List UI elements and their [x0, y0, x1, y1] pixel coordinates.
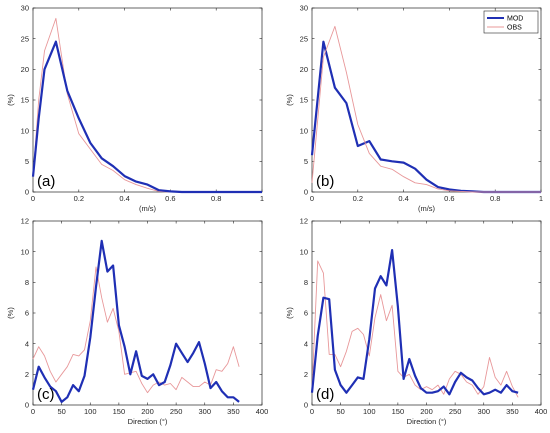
y-tick-label-c: 8	[25, 278, 29, 287]
panel-c: 0 50 100 150 200 250 300 350 400 0 2 4 6 8 10 12 Directi…	[6, 217, 268, 426]
plot-area-d	[311, 220, 542, 406]
y-tick-label-d: 10	[300, 247, 308, 256]
y-tick-label-c: 2	[25, 370, 29, 379]
y-tick-label-c: 10	[21, 247, 29, 256]
x-tick-label-b: 0.8	[490, 194, 500, 203]
legend-b: MOD OBS	[483, 10, 539, 34]
legend-label-mod: MOD	[507, 16, 523, 23]
x-tick-label-b: 0.2	[353, 194, 363, 203]
series-line-obs-b	[311, 25, 541, 193]
y-tick-label-d: 6	[304, 309, 308, 318]
y-axis-label-b: (%)	[285, 94, 294, 106]
y-tick-label-d: 0	[304, 401, 308, 410]
y-axis-label-c: (%)	[6, 307, 15, 319]
x-tick-label-c: 200	[141, 407, 154, 416]
x-tick-label-d: 200	[420, 407, 433, 416]
x-tick-label-c: 250	[170, 407, 183, 416]
series-line-obs-c	[32, 266, 240, 394]
y-axis-label-d: (%)	[285, 307, 294, 319]
x-axis-label-c: Direction (°)	[128, 417, 168, 426]
panel-label-a: (a)	[37, 173, 55, 190]
y-tick-label-b: 20	[300, 65, 308, 74]
x-tick-label-d: 400	[535, 407, 548, 416]
series-line-obs-d	[311, 260, 519, 398]
x-tick-label-a: 0.8	[211, 194, 221, 203]
x-tick-label-b: 1	[539, 194, 543, 203]
legend-label-obs: OBS	[507, 25, 522, 32]
panel-d: 0 50 100 150 200 250 300 350 400 0 2 4 6 8 10 12 Directi…	[285, 217, 547, 426]
x-tick-label-c: 300	[198, 407, 211, 416]
y-tick-label-c: 4	[25, 339, 29, 348]
y-tick-label-c: 12	[21, 217, 29, 226]
y-tick-label-d: 12	[300, 217, 308, 226]
y-tick-label-d: 2	[304, 370, 308, 379]
series-line-mod-c	[31, 239, 240, 403]
y-tick-label-b: 0	[304, 188, 308, 197]
plot-area-c	[32, 220, 263, 406]
y-tick-label-a: 10	[21, 126, 29, 135]
y-tick-label-c: 6	[25, 309, 29, 318]
y-tick-label-a: 5	[25, 157, 29, 166]
x-tick-label-d: 300	[477, 407, 490, 416]
y-axis-label-a: (%)	[6, 94, 15, 106]
y-tick-label-b: 15	[300, 96, 308, 105]
y-tick-label-b: 30	[300, 4, 308, 13]
y-tick-label-b: 5	[304, 157, 308, 166]
x-tick-label-d: 150	[392, 407, 405, 416]
x-tick-label-c: 400	[256, 407, 269, 416]
x-tick-label-a: 1	[260, 194, 264, 203]
x-tick-label-a: 0.4	[119, 194, 129, 203]
x-tick-label-a: 0.6	[165, 194, 175, 203]
series-line-mod-a	[31, 40, 262, 194]
legend-box	[483, 10, 539, 34]
x-tick-label-d: 50	[336, 407, 344, 416]
x-axis-label-b: (m/s)	[418, 204, 436, 213]
x-tick-label-c: 0	[31, 407, 35, 416]
x-tick-label-b: 0.4	[398, 194, 408, 203]
y-tick-label-a: 30	[21, 4, 29, 13]
y-tick-label-c: 0	[25, 401, 29, 410]
y-tick-label-b: 10	[300, 126, 308, 135]
y-tick-label-a: 0	[25, 188, 29, 197]
x-tick-label-c: 100	[84, 407, 97, 416]
x-tick-label-d: 350	[506, 407, 519, 416]
y-tick-label-a: 20	[21, 65, 29, 74]
plot-area-a	[32, 7, 263, 193]
x-tick-label-d: 250	[449, 407, 462, 416]
y-tick-label-a: 25	[21, 34, 29, 43]
x-axis-label-d: Direction (°)	[407, 417, 447, 426]
x-tick-label-c: 50	[57, 407, 65, 416]
x-tick-label-c: 350	[227, 407, 240, 416]
x-tick-label-b: 0.6	[444, 194, 454, 203]
x-tick-label-b: 0	[310, 194, 314, 203]
panel-label-d: (d)	[316, 386, 334, 403]
y-tick-label-d: 8	[304, 278, 308, 287]
x-axis-label-a: (m/s)	[139, 204, 157, 213]
series-line-mod-d	[310, 249, 519, 396]
x-tick-label-d: 100	[363, 407, 376, 416]
panel-label-b: (b)	[316, 173, 334, 190]
y-tick-label-b: 25	[300, 34, 308, 43]
plot-area-b	[311, 7, 542, 193]
y-tick-label-d: 4	[304, 339, 308, 348]
panel-label-c: (c)	[37, 386, 55, 403]
panel-b: 0 0.2 0.4 0.6 0.8 1051015202530(m/s)(%)(b)MOD…	[285, 4, 543, 213]
y-tick-label-a: 15	[21, 96, 29, 105]
x-tick-label-c: 150	[113, 407, 126, 416]
x-tick-label-a: 0.2	[74, 194, 84, 203]
x-tick-label-d: 0	[310, 407, 314, 416]
x-tick-label-a: 0	[31, 194, 35, 203]
